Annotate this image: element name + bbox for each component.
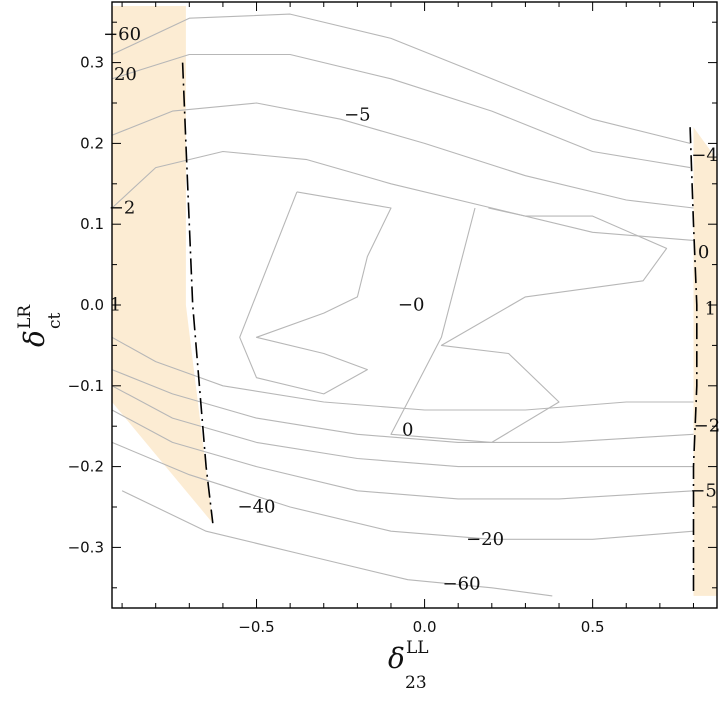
contour-label: −60 bbox=[103, 24, 141, 45]
contour-label: −40 bbox=[691, 145, 719, 166]
y-axis-label-sup: LR bbox=[15, 304, 35, 329]
contour-label: −0 bbox=[398, 295, 425, 316]
contour-line bbox=[111, 336, 694, 411]
y-tick-label: 0.1 bbox=[80, 215, 104, 233]
boundary-curves bbox=[181, 62, 698, 596]
y-axis-label-sub: ct bbox=[45, 312, 65, 329]
x-tick-label: 0.5 bbox=[581, 618, 605, 636]
x-axis-label: δ bbox=[388, 642, 405, 675]
y-axis-title: δLR ct bbox=[15, 304, 65, 347]
contour-label: −2 bbox=[109, 198, 136, 219]
y-axis-ticks: 0.3 0.2 0.1 0.0 −0.1 −0.2 −0.3 bbox=[68, 21, 717, 589]
x-axis-label-sup: LL bbox=[406, 638, 429, 658]
x-axis-ticks: −0.5 0.0 0.5 bbox=[121, 2, 694, 636]
y-tick-label: 0.0 bbox=[80, 296, 104, 314]
contour-line bbox=[111, 385, 694, 468]
contour-label: 20 bbox=[114, 64, 137, 85]
y-tick-label: 0.2 bbox=[80, 134, 104, 152]
contour-label: −20 bbox=[466, 529, 504, 550]
y-tick-label: 0.3 bbox=[80, 54, 104, 72]
contour-line bbox=[390, 207, 668, 443]
contour-line bbox=[111, 150, 694, 241]
x-tick-label: −0.5 bbox=[238, 618, 274, 636]
contour-label: 0 bbox=[698, 242, 709, 263]
contour-line bbox=[239, 191, 392, 395]
contour-line bbox=[111, 409, 694, 500]
x-axis-title: δ LL 23 bbox=[388, 638, 429, 693]
y-tick-label: −0.1 bbox=[68, 377, 104, 395]
left-boundary bbox=[181, 62, 214, 524]
x-axis-label-sub: 23 bbox=[405, 673, 427, 693]
shaded-regions bbox=[112, 6, 717, 596]
contour-label: −5 bbox=[690, 480, 717, 501]
contour-label: −60 bbox=[443, 573, 481, 594]
contour-line bbox=[111, 13, 691, 144]
y-tick-label: −0.3 bbox=[68, 538, 104, 556]
contour-label: −2 bbox=[694, 416, 719, 437]
contour-label: 1 bbox=[705, 299, 716, 320]
contour-line bbox=[111, 441, 694, 540]
shaded-region-left-band bbox=[112, 6, 213, 524]
contour-label: −5 bbox=[344, 105, 371, 126]
contour-label: 0 bbox=[402, 420, 413, 441]
right-boundary bbox=[689, 127, 698, 596]
x-tick-label: 0.0 bbox=[413, 618, 437, 636]
contour-label: −40 bbox=[238, 497, 276, 518]
shaded-region-right-band bbox=[693, 127, 717, 596]
contour-line bbox=[111, 53, 691, 169]
y-tick-label: −0.2 bbox=[68, 458, 104, 476]
contour-line bbox=[111, 369, 694, 443]
contour-line bbox=[111, 102, 694, 209]
contour-line bbox=[121, 490, 553, 597]
contour-lines bbox=[111, 13, 694, 597]
y-axis-label: δ bbox=[18, 330, 51, 347]
